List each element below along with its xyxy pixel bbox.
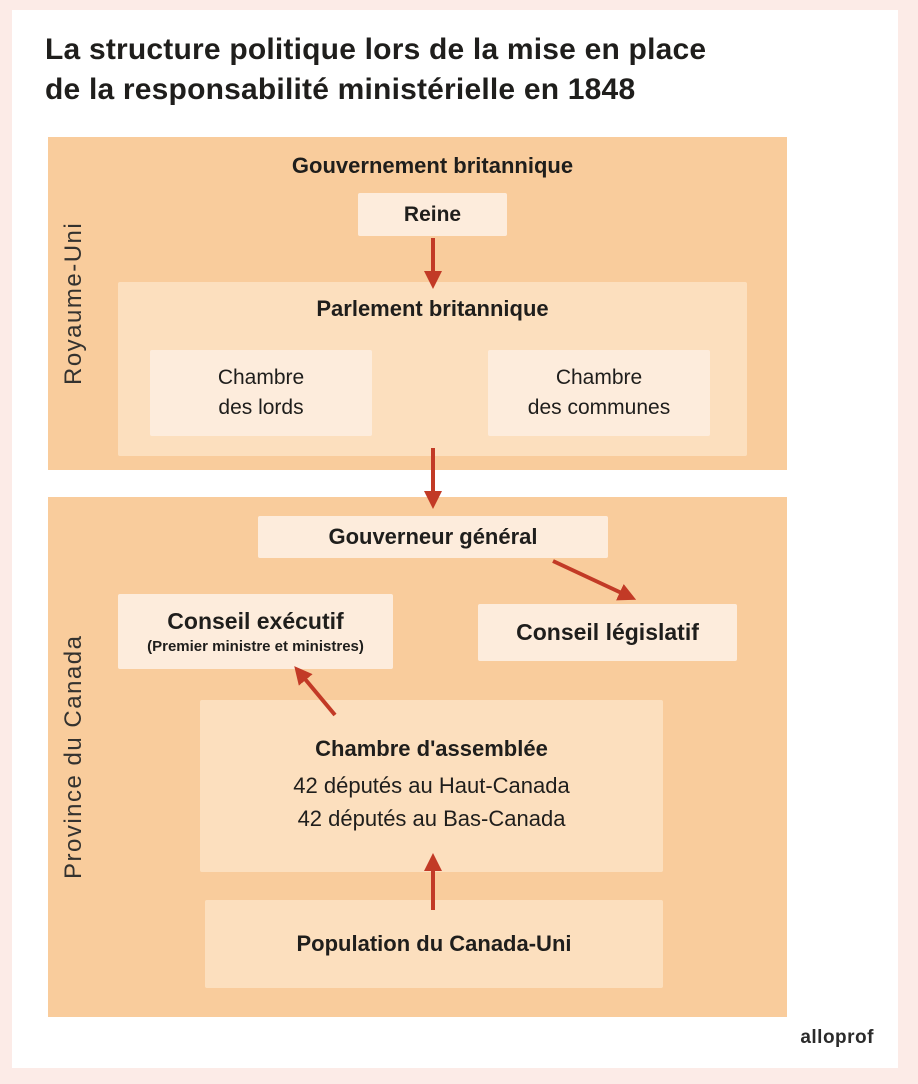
arrow-gouverneur-to-conseil-legislatif bbox=[552, 559, 637, 601]
reine-label: Reine bbox=[403, 202, 462, 226]
section-label-province-du-canada: Province du Canada bbox=[60, 634, 87, 880]
parlement-britannique-header: Parlement britannique bbox=[316, 296, 549, 321]
section-province-du-canada: Province du Canada Gouverneur général Co… bbox=[48, 497, 787, 1017]
reine-box: Reine bbox=[358, 193, 507, 236]
chambre-des-lords-label: Chambre des lords bbox=[217, 365, 305, 419]
gouverneur-general-label: Gouverneur général bbox=[328, 524, 538, 549]
section-royaume-uni: Royaume-Uni Gouvernement britannique Rei… bbox=[48, 137, 787, 470]
gouverneur-general-box: Gouverneur général bbox=[258, 516, 608, 558]
arrow-reine-to-parlement bbox=[424, 238, 442, 289]
conseil-legislatif-label: Conseil législatif bbox=[516, 619, 699, 645]
arrow-assemblee-to-conseil-executif bbox=[294, 666, 337, 717]
page-title: La structure politique lors de la mise e… bbox=[45, 33, 707, 106]
conseil-executif-box: Conseil exécutif (Premier ministre et mi… bbox=[118, 594, 393, 669]
parlement-britannique-box: Parlement britannique Chambre des lords … bbox=[118, 282, 747, 456]
conseil-legislatif-box: Conseil législatif bbox=[478, 604, 737, 661]
population-box: Population du Canada-Uni bbox=[205, 900, 663, 988]
section-label-royaume-uni: Royaume-Uni bbox=[60, 221, 87, 386]
alloprof-logo: alloprof bbox=[800, 1027, 874, 1048]
chambre-des-lords-box: Chambre des lords bbox=[150, 350, 372, 436]
chambre-assemblee-header: Chambre d'assemblée bbox=[315, 736, 548, 761]
chambre-des-communes-box: Chambre des communes bbox=[488, 350, 710, 436]
chambre-des-communes-label: Chambre des communes bbox=[527, 365, 671, 419]
government-britannique-header: Gouvernement britannique bbox=[291, 153, 574, 178]
conseil-executif-label: Conseil exécutif bbox=[167, 608, 344, 634]
arrow-parlement-to-gouverneur bbox=[424, 448, 442, 509]
chambre-assemblee-box: Chambre d'assemblée 42 députés au Haut-C… bbox=[200, 700, 663, 872]
population-label: Population du Canada-Uni bbox=[296, 931, 572, 956]
arrow-population-to-assemblee bbox=[424, 853, 442, 910]
chambre-assemblee-details: 42 députés au Haut-Canada 42 députés au … bbox=[293, 773, 570, 831]
conseil-executif-note: (Premier ministre et ministres) bbox=[147, 638, 364, 655]
